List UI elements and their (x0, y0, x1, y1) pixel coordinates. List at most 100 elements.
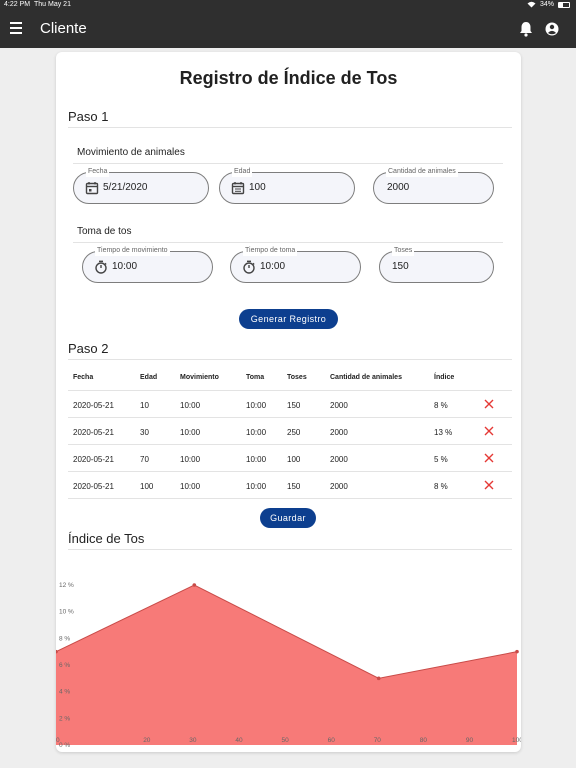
toma-title: Toma de tos (77, 226, 132, 237)
fecha-value: 5/21/2020 (103, 182, 148, 193)
delete-icon[interactable] (484, 426, 494, 436)
fecha-label: Fecha (86, 167, 110, 177)
stopwatch-icon (243, 260, 255, 274)
tiempo-toma-field[interactable]: Tiempo de toma 10:00 (230, 246, 361, 283)
cell-indice: 8 % (434, 482, 448, 491)
app-bar: Cliente (0, 10, 576, 48)
cantidad-label: Cantidad de animales (386, 167, 458, 177)
cell-indice: 13 % (434, 428, 453, 437)
x-tick-label: 80 (420, 737, 428, 744)
status-time: 4:22 PM (4, 1, 31, 8)
status-right: 34% (527, 1, 570, 8)
x-tick-label: 60 (328, 737, 336, 744)
header-toma: Toma (246, 374, 265, 381)
cell-toma: 10:00 (246, 455, 267, 464)
form-card: Registro de Índice de Tos Paso 1 Movimie… (56, 52, 521, 752)
movimiento-divider (73, 163, 503, 164)
cell-toma: 10:00 (246, 401, 267, 410)
indice-tos-chart: 0 % 2 % 4 % 6 % 8 % 10 % 12 % 0 20 30 40 50 60 70 80 90… (56, 582, 521, 749)
cell-edad: 100 (140, 482, 154, 491)
cell-edad: 10 (140, 401, 149, 410)
x-tick-label: 100 (512, 737, 521, 744)
paso2-divider (68, 359, 512, 360)
cell-edad: 70 (140, 455, 149, 464)
x-tick-label: 40 (235, 737, 243, 744)
delete-icon[interactable] (484, 453, 494, 463)
cell-fecha: 2020-05-21 (73, 482, 114, 491)
cell-fecha: 2020-05-21 (73, 401, 114, 410)
status-date: Thu May 21 (34, 1, 71, 8)
status-bar: 4:22 PM Thu May 21 34% (0, 0, 576, 10)
page-title: Registro de Índice de Tos (179, 68, 398, 88)
x-tick-label: 70 (374, 737, 382, 744)
generar-registro-button[interactable]: Generar Registro (239, 309, 338, 329)
table-row: 2020-05-21 70 10:00 10:00 100 2000 5 % (68, 445, 512, 472)
y-tick-label: 8 % (59, 635, 70, 642)
movimiento-title: Movimiento de animales (77, 147, 185, 158)
toses-value: 150 (392, 261, 409, 272)
y-tick-label: 6 % (59, 662, 70, 669)
y-tick-label: 4 % (59, 689, 70, 696)
guardar-button[interactable]: Guardar (260, 508, 316, 528)
cell-indice: 5 % (434, 455, 448, 464)
x-tick-label: 50 (282, 737, 290, 744)
cell-cantidad: 2000 (330, 401, 348, 410)
battery-icon (558, 1, 570, 8)
chart-line (56, 584, 518, 679)
calendar-list-icon (231, 182, 245, 195)
chart-point (376, 676, 381, 681)
registros-table: Fecha Edad Movimiento Toma Toses Cantida… (68, 365, 512, 499)
cell-cantidad: 2000 (330, 455, 348, 464)
cell-movimiento: 10:00 (180, 482, 201, 491)
paso2-title: Paso 2 (68, 341, 109, 356)
cell-fecha: 2020-05-21 (73, 428, 114, 437)
cell-fecha: 2020-05-21 (73, 455, 114, 464)
edad-value: 100 (249, 182, 266, 193)
cell-toses: 150 (287, 401, 301, 410)
battery-percent: 34% (539, 1, 554, 8)
cell-toses: 100 (287, 455, 301, 464)
paso1-title: Paso 1 (68, 109, 109, 124)
y-tick-label: 10 % (59, 609, 74, 616)
table-row: 2020-05-21 10 10:00 10:00 150 2000 8 % (68, 391, 512, 418)
cantidad-field[interactable]: Cantidad de animales 2000 (373, 167, 494, 204)
x-tick-label: 90 (466, 737, 474, 744)
menu-icon[interactable] (10, 22, 22, 36)
cell-cantidad: 2000 (330, 482, 348, 491)
chart-point (192, 583, 197, 587)
delete-icon[interactable] (484, 480, 494, 490)
paso1-divider (68, 127, 512, 128)
y-tick-label: 12 % (59, 582, 74, 589)
tiempo-toma-label: Tiempo de toma (243, 246, 298, 256)
tiempo-toma-value: 10:00 (260, 261, 286, 272)
app-title: Cliente (40, 20, 87, 37)
toma-divider (73, 242, 503, 243)
cell-toma: 10:00 (246, 482, 267, 491)
wifi-icon (527, 1, 536, 8)
header-edad: Edad (140, 374, 158, 381)
table-row: 2020-05-21 30 10:00 10:00 250 2000 13 % (68, 418, 512, 445)
delete-icon[interactable] (484, 399, 494, 409)
toses-field[interactable]: Toses 150 (379, 246, 494, 283)
grafica-divider (68, 549, 512, 550)
calendar-icon (85, 182, 99, 195)
cell-toses: 150 (287, 482, 301, 491)
x-tick-label: 20 (143, 737, 151, 744)
edad-label: Edad (232, 167, 253, 177)
chart-point (56, 649, 58, 654)
cell-movimiento: 10:00 (180, 401, 201, 410)
y-tick-label: 2 % (59, 715, 70, 722)
y-tick-label: 0 % (59, 742, 70, 749)
bell-icon[interactable] (519, 21, 533, 37)
cell-edad: 30 (140, 428, 149, 437)
edad-field[interactable]: Edad 100 (219, 167, 355, 204)
stopwatch-icon (95, 260, 107, 274)
chart-point (515, 649, 519, 654)
header-fecha: Fecha (73, 374, 94, 381)
cell-movimiento: 10:00 (180, 455, 201, 464)
tiempo-movimiento-field[interactable]: Tiempo de movimiento 10:00 (82, 246, 213, 283)
header-movimiento: Movimiento (180, 374, 219, 381)
x-tick-label: 0 (56, 737, 60, 744)
fecha-field[interactable]: Fecha 5/21/2020 (73, 167, 209, 204)
account-icon[interactable] (545, 22, 559, 36)
